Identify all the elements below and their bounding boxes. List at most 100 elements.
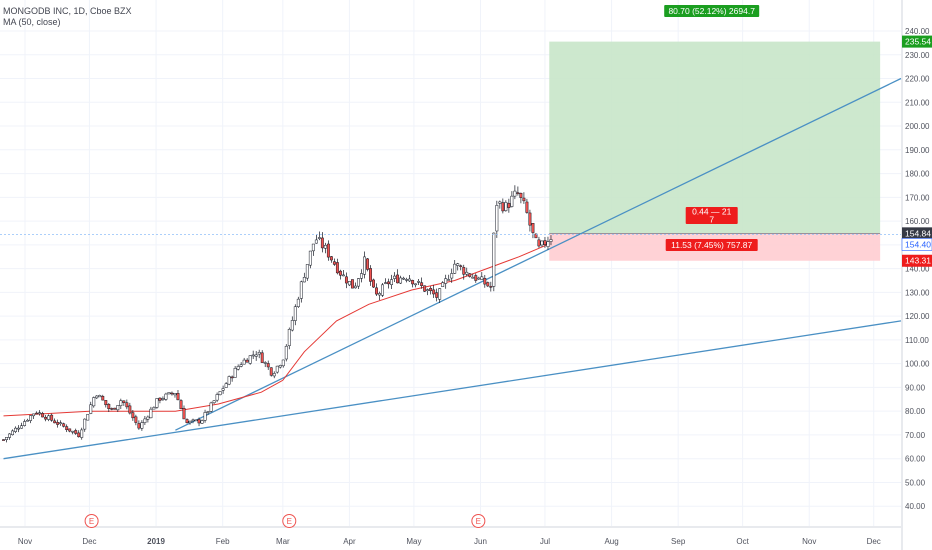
- target-zone[interactable]: [549, 41, 881, 234]
- candle-body: [191, 419, 195, 422]
- candle: [332, 258, 336, 266]
- candle: [435, 288, 439, 302]
- earnings-marker[interactable]: E: [471, 514, 486, 528]
- price-tick-label: 170.00: [905, 193, 930, 202]
- candle: [248, 355, 252, 365]
- candle-body: [290, 320, 294, 331]
- risk-reward-bg: [685, 207, 738, 224]
- candle: [173, 393, 177, 398]
- candle-body: [405, 279, 409, 281]
- candle-body: [161, 398, 165, 400]
- candle: [98, 394, 102, 398]
- candle: [450, 268, 454, 283]
- candle: [363, 251, 366, 279]
- candle: [507, 198, 511, 213]
- price-tick-label: 50.00: [905, 478, 926, 487]
- candle: [525, 198, 529, 214]
- candle-body: [375, 287, 378, 295]
- candle: [441, 281, 445, 288]
- candle-body: [119, 400, 123, 406]
- candle-body: [26, 419, 30, 422]
- time-tick-label: Jul: [540, 537, 550, 546]
- earnings-marker[interactable]: E: [282, 514, 297, 528]
- candle-body: [350, 279, 354, 289]
- candle-body: [525, 201, 529, 213]
- candle: [146, 415, 150, 423]
- candle: [8, 433, 11, 440]
- candle-body: [68, 428, 72, 432]
- candle-body: [164, 393, 168, 400]
- candle-body: [158, 397, 162, 401]
- price-tick-label: 210.00: [905, 98, 930, 107]
- candle-body: [206, 411, 210, 413]
- candle-body: [366, 258, 369, 270]
- candle-body: [167, 392, 171, 395]
- candle: [41, 411, 45, 418]
- candle-body: [89, 404, 93, 414]
- candle-body: [465, 271, 469, 275]
- time-tick-label: Dec: [867, 537, 881, 546]
- candle-body: [414, 283, 418, 286]
- candle: [167, 392, 171, 395]
- moving-average-layer: [3, 244, 548, 417]
- candle-body: [107, 403, 111, 409]
- candle: [314, 234, 318, 244]
- candle: [179, 399, 183, 410]
- candle: [134, 414, 138, 426]
- current-price-badge-text: 154.40: [905, 239, 931, 249]
- candle-body: [296, 298, 300, 307]
- candle-body: [486, 282, 490, 287]
- indicator-legend[interactable]: MA (50, close): [3, 17, 61, 27]
- candle-body: [146, 416, 150, 420]
- candle: [137, 420, 141, 430]
- candle-body: [344, 276, 348, 284]
- candle-body: [179, 400, 183, 410]
- time-tick-label: Dec: [82, 537, 96, 546]
- candle: [501, 198, 505, 214]
- candle: [546, 236, 550, 250]
- trendline[interactable]: [175, 77, 902, 431]
- candle: [266, 360, 270, 370]
- candle: [357, 277, 360, 290]
- candle-body: [35, 412, 39, 415]
- candle-body: [131, 412, 135, 419]
- earnings-marker[interactable]: E: [84, 514, 99, 528]
- candle-body: [489, 286, 493, 288]
- candle-body: [122, 400, 126, 403]
- candle-body: [495, 205, 499, 232]
- trendlines[interactable]: [3, 77, 902, 460]
- time-tick-label: Aug: [604, 537, 618, 546]
- candle: [519, 192, 523, 204]
- symbol-legend[interactable]: MONGODB INC, 1D, Cboe BZX: [3, 6, 132, 16]
- long-position-zones[interactable]: [549, 41, 881, 261]
- candle-body: [360, 273, 363, 279]
- candle: [182, 405, 186, 420]
- candle-body: [269, 367, 273, 376]
- candle: [140, 420, 144, 431]
- candle-body: [462, 267, 466, 275]
- current-price-badge: 154.40: [901, 238, 932, 251]
- risk-reward-line2: 7: [709, 215, 714, 225]
- candle-body: [71, 430, 75, 433]
- candle-body: [480, 276, 484, 280]
- candle: [119, 398, 123, 410]
- candle-body: [450, 273, 454, 279]
- candle: [143, 416, 147, 426]
- candle-body: [501, 202, 505, 212]
- candle-body: [212, 400, 216, 404]
- candle-body: [426, 289, 430, 292]
- candle: [17, 425, 21, 433]
- candle: [233, 366, 237, 378]
- candle: [347, 281, 351, 287]
- candle-body: [182, 408, 186, 420]
- candle-body: [411, 280, 415, 285]
- candle: [191, 418, 195, 424]
- trendline[interactable]: [3, 320, 902, 460]
- candle: [335, 258, 339, 275]
- candle-body: [338, 270, 342, 276]
- candle: [465, 267, 469, 277]
- candle: [278, 364, 282, 369]
- candle-body: [263, 362, 267, 364]
